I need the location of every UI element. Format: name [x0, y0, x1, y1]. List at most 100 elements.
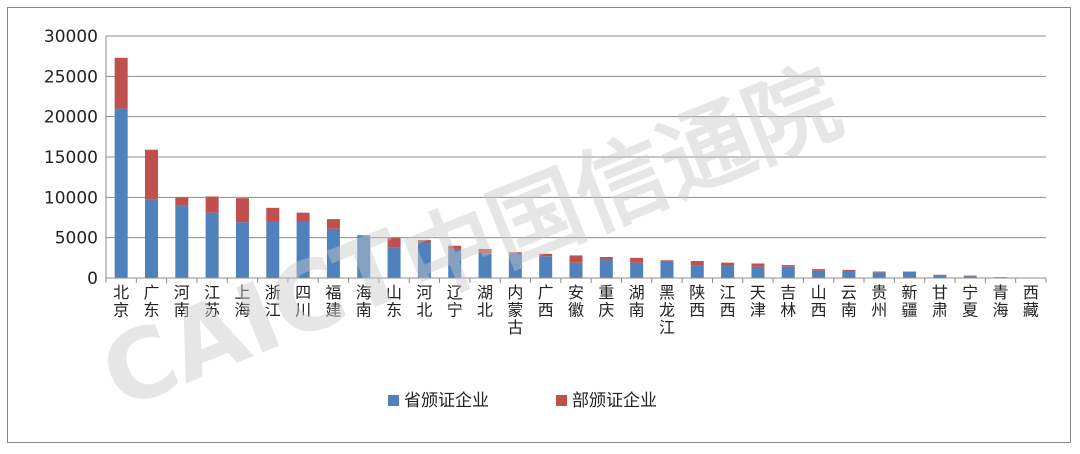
x-category-label-河北: 河北 [416, 283, 432, 320]
y-tick-label-5000: 5000 [55, 229, 98, 249]
bar-上海-ministry [235, 198, 249, 223]
bar-四川-province [296, 221, 310, 278]
legend-label-province: 省颁证企业 [404, 391, 489, 411]
y-tick-label-0: 0 [87, 269, 98, 289]
axes [105, 36, 1047, 283]
bar-宁夏-ministry [963, 275, 977, 277]
bar-河北-province [417, 242, 431, 278]
bar-江西-ministry [721, 262, 735, 266]
x-category-labels: 北京广东河南江苏上海浙江四川福建海南山东河北辽宁湖北内蒙古广西安徽重庆湖南黑龙江… [113, 283, 1039, 337]
bar-福建-ministry [326, 219, 340, 229]
grid-lines [106, 35, 1046, 239]
x-category-label-云南: 云南 [841, 283, 857, 320]
bar-浙江-ministry [266, 207, 280, 222]
watermark: CAICT 中国信通院 [87, 49, 855, 431]
x-category-label-河南: 河南 [174, 283, 190, 320]
x-category-label-湖南: 湖南 [629, 283, 645, 320]
y-tick-label-15000: 15000 [44, 148, 98, 168]
bar-浙江-province [266, 221, 280, 278]
y-tick-label-25000: 25000 [44, 67, 98, 87]
bar-贵州-ministry [872, 271, 886, 273]
x-category-label-甘肃: 甘肃 [932, 283, 948, 320]
y-tick-label-30000: 30000 [44, 27, 98, 47]
x-category-label-上海: 上海 [234, 283, 250, 320]
x-category-label-吉林: 吉林 [780, 283, 796, 320]
bar-甘肃-ministry [933, 274, 947, 276]
y-tick-label-10000: 10000 [44, 188, 98, 208]
bar-安徽-ministry [569, 255, 583, 263]
bar-北京-ministry [114, 57, 128, 109]
bar-海南-ministry [357, 235, 371, 237]
x-category-label-内蒙古: 内蒙古 [507, 283, 523, 337]
bar-安徽-province [569, 262, 583, 278]
bar-黑龙江-ministry [660, 260, 674, 262]
x-category-label-湖北: 湖北 [477, 283, 493, 320]
bar-内蒙古-province [508, 253, 522, 278]
bar-河南-province [175, 205, 189, 278]
bar-山西-ministry [812, 269, 826, 271]
bar-湖北-province [478, 253, 492, 278]
bar-天津-ministry [751, 263, 765, 267]
bar-广东-province [144, 199, 158, 278]
bar-四川-ministry [296, 212, 310, 222]
x-category-label-安徽: 安徽 [568, 283, 584, 320]
x-category-label-广东: 广东 [143, 283, 159, 320]
legend-label-ministry: 部颁证企业 [572, 391, 657, 411]
bar-重庆-province [599, 259, 613, 278]
legend: 省颁证企业 部颁证企业 [388, 391, 657, 411]
x-category-label-黑龙江: 黑龙江 [659, 283, 675, 337]
x-category-label-江苏: 江苏 [204, 283, 220, 320]
legend-swatch-ministry [556, 395, 567, 406]
bar-甘肃-province [933, 275, 947, 278]
x-category-label-青海: 青海 [993, 283, 1009, 320]
bar-山西-province [812, 270, 826, 278]
bar-广西-ministry [539, 253, 553, 257]
x-category-label-浙江: 浙江 [265, 283, 281, 320]
bar-贵州-province [872, 272, 886, 278]
bar-吉林-province [781, 266, 795, 278]
bar-河南-ministry [175, 197, 189, 206]
bar-江苏-ministry [205, 196, 219, 213]
x-category-label-福建: 福建 [325, 283, 341, 320]
bar-黑龙江-province [660, 261, 674, 278]
bar-广东-ministry [144, 149, 158, 200]
bar-江苏-province [205, 212, 219, 278]
bar-山东-ministry [387, 237, 401, 248]
bar-山东-province [387, 247, 401, 278]
x-category-label-海南: 海南 [356, 283, 372, 320]
x-category-label-四川: 四川 [295, 283, 311, 320]
bar-江西-province [721, 265, 735, 278]
x-category-label-北京: 北京 [113, 283, 129, 320]
bar-福建-province [326, 228, 340, 278]
x-category-label-陕西: 陕西 [689, 283, 705, 320]
bar-吉林-ministry [781, 265, 795, 267]
x-category-label-贵州: 贵州 [871, 283, 887, 320]
bar-内蒙古-ministry [508, 252, 522, 254]
bars [114, 57, 1008, 278]
bar-云南-ministry [842, 269, 856, 272]
x-category-label-西藏: 西藏 [1023, 283, 1039, 320]
x-category-label-新疆: 新疆 [902, 283, 918, 320]
x-category-label-山东: 山东 [386, 283, 402, 320]
y-tick-label-20000: 20000 [44, 108, 98, 128]
bar-北京-province [114, 108, 128, 278]
bar-上海-province [235, 222, 249, 278]
bar-陕西-ministry [690, 261, 704, 266]
bar-辽宁-ministry [448, 245, 462, 249]
bar-湖南-province [630, 262, 644, 278]
x-category-label-江西: 江西 [720, 283, 736, 320]
x-category-label-山西: 山西 [811, 283, 827, 320]
x-category-label-辽宁: 辽宁 [447, 283, 463, 320]
x-category-label-天津: 天津 [750, 283, 766, 320]
bar-广西-province [539, 256, 553, 278]
x-category-label-广西: 广西 [538, 283, 554, 320]
watermark-latin: CAICT [87, 209, 422, 431]
bar-湖南-ministry [630, 257, 644, 263]
bar-辽宁-province [448, 248, 462, 278]
bar-重庆-ministry [599, 257, 613, 260]
x-category-label-宁夏: 宁夏 [962, 283, 978, 320]
bar-宁夏-province [963, 276, 977, 278]
bar-河北-ministry [417, 240, 431, 243]
bar-天津-province [751, 266, 765, 278]
